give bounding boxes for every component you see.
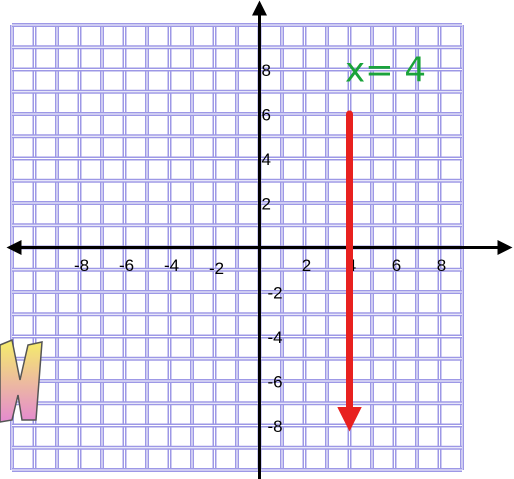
x-tick-label: 2 <box>302 256 311 275</box>
decoration <box>0 338 43 423</box>
y-tick-label: 6 <box>262 105 271 124</box>
x-tick-label: 8 <box>437 256 446 275</box>
y-tick-label: 2 <box>262 194 271 213</box>
x-tick-label: -2 <box>209 259 224 278</box>
x-tick-label: -6 <box>119 256 134 275</box>
y-tick-label: -4 <box>268 328 283 347</box>
y-tick-label: -6 <box>268 372 283 391</box>
annotation: x= 4 <box>345 51 426 91</box>
y-tick-label: 4 <box>262 150 271 169</box>
y-tick-label: 8 <box>262 61 271 80</box>
axes <box>6 0 513 479</box>
x-tick-label: -8 <box>74 256 89 275</box>
y-tick-label: -8 <box>268 417 283 436</box>
x-tick-label: -4 <box>164 256 179 275</box>
y-tick-label: -2 <box>268 283 283 302</box>
x-tick-label: 6 <box>392 256 401 275</box>
